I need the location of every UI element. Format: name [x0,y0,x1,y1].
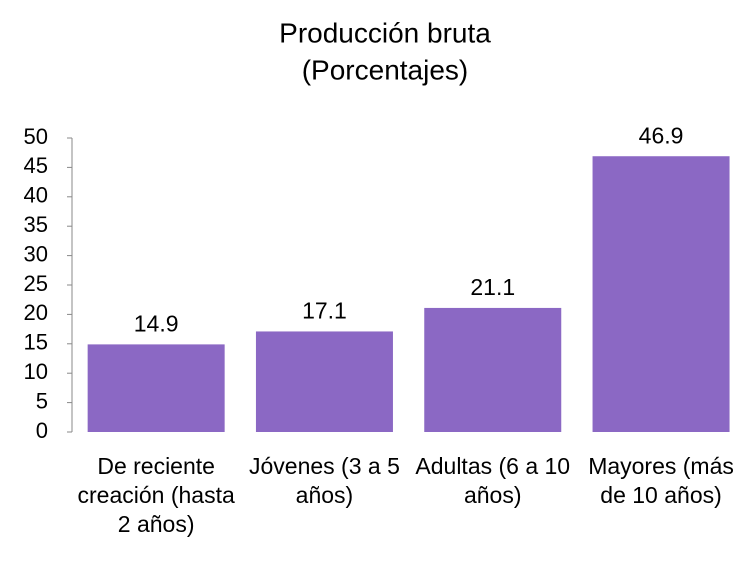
y-tick-label: 15 [24,330,48,355]
value-label: 46.9 [639,122,684,148]
y-tick-label: 10 [24,359,48,384]
y-tick-label: 20 [24,300,48,325]
x-tick-label: Mayores (más de 10 años) [588,453,734,508]
y-tick-label: 0 [36,418,48,443]
value-label: 21.1 [470,274,515,300]
value-label: 17.1 [302,298,347,324]
chart-subtitle: (Porcentajes) [302,54,469,85]
x-tick-label: Jóvenes (3 a 5 años) [249,453,400,508]
y-tick-label: 35 [24,212,48,237]
y-tick-label: 40 [24,183,48,208]
chart-title: Producción bruta [279,17,491,48]
bar [424,307,562,432]
y-tick-label: 30 [24,241,48,266]
y-tick-label: 50 [24,124,48,149]
x-tick-label: Adultas (6 a 10 años) [415,453,571,508]
bar [592,156,730,432]
value-label: 14.9 [134,310,179,336]
bar [255,331,393,432]
y-tick-label: 5 [36,388,48,413]
y-tick-label: 25 [24,271,48,296]
bar [87,344,225,432]
y-tick-label: 45 [24,153,48,178]
x-tick-label: De reciente creación (hasta 2 años) [77,453,235,537]
